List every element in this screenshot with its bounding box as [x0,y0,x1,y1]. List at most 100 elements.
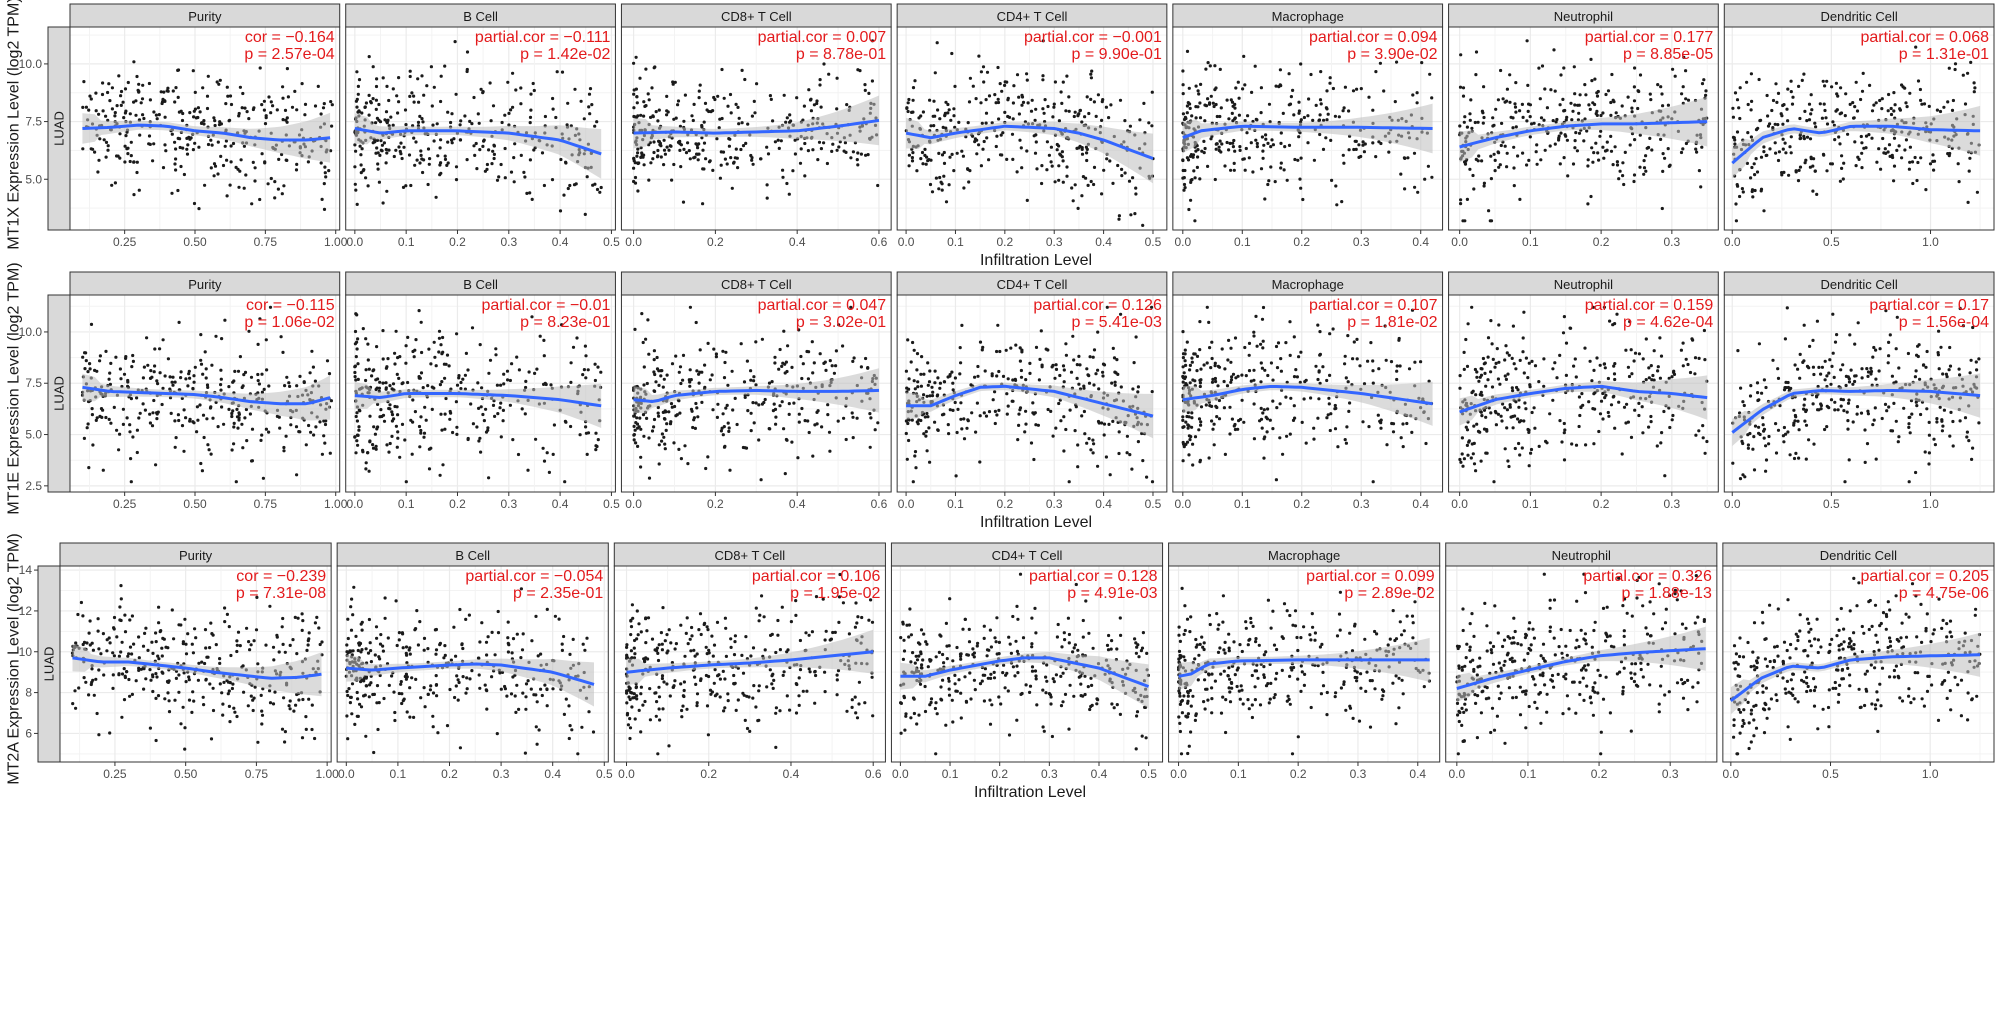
data-point [1250,90,1254,94]
data-point [929,124,933,128]
data-point [1020,95,1025,99]
data-point [1406,156,1410,160]
data-point [578,433,582,437]
data-point [543,381,547,385]
data-point [1668,163,1672,167]
data-point [803,174,807,178]
data-point [1377,367,1381,371]
data-point [227,385,231,389]
data-point [1225,384,1230,388]
data-point [722,376,727,380]
data-point [287,381,291,385]
data-point [779,139,783,143]
data-point [563,480,567,484]
data-point [1187,86,1191,90]
data-point [231,141,236,146]
data-point [650,86,654,90]
data-point [1656,83,1660,87]
data-point [1624,421,1628,425]
data-point [367,113,371,117]
data-point [640,312,644,316]
data-point [1578,413,1582,418]
x-tick-label: 0.3 [1046,235,1063,249]
data-point [286,95,290,99]
data-point [1321,147,1326,151]
data-point [1564,118,1568,122]
data-point [1813,169,1817,173]
data-point [1023,430,1027,434]
data-point [204,376,208,380]
data-point [129,154,133,158]
data-point [1840,154,1844,158]
data-point [393,404,397,409]
data-point [994,144,998,149]
data-point [1430,96,1434,100]
data-point [976,374,980,378]
data-point [414,338,418,342]
data-point [920,150,925,155]
data-point [412,355,416,359]
data-point [528,121,532,125]
data-point [952,169,956,173]
data-point [977,54,981,58]
data-point [1197,92,1201,96]
data-point [681,378,685,382]
data-point [1010,132,1015,136]
data-point [300,82,304,86]
data-point [1613,145,1617,149]
data-point [1182,375,1186,379]
data-point [1210,419,1214,423]
data-point [826,413,830,417]
data-point [487,148,491,152]
data-point [672,117,676,121]
data-point [1191,463,1195,467]
data-point [1328,76,1332,80]
data-point [285,116,289,120]
data-point [910,418,914,422]
data-point [206,385,210,389]
data-point [927,158,931,162]
data-point [711,109,715,113]
data-point [1783,141,1787,145]
data-point [1229,168,1233,172]
data-point [926,361,930,365]
data-point [1766,124,1771,128]
data-point [450,141,454,145]
data-point [1807,118,1812,122]
x-tick-label: 0.3 [1353,497,1370,511]
data-point [1001,374,1006,378]
data-point [1860,166,1864,170]
data-point [1399,172,1403,176]
data-point [253,179,257,183]
data-point [1469,456,1473,460]
data-point [355,340,359,344]
data-point [1883,147,1887,151]
data-point [496,412,500,416]
data-point [1299,156,1303,160]
y-tick-label: 7.5 [25,115,42,129]
data-point [1203,103,1207,107]
data-point [1551,119,1555,123]
data-point [1134,335,1138,339]
data-point [1752,162,1756,166]
data-point [1587,103,1591,107]
data-point [674,354,678,358]
data-point [655,155,660,159]
data-point [177,320,181,324]
data-point [538,334,542,338]
data-point [1740,187,1744,191]
data-point [1230,111,1234,115]
data-point [949,118,953,122]
data-point [1018,406,1023,410]
data-point [923,147,927,151]
data-point [476,112,480,116]
data-point [371,141,375,145]
data-point [806,377,811,381]
data-point [780,400,784,404]
data-point [773,407,778,411]
data-point [1100,118,1104,122]
data-point [1238,148,1242,152]
data-point [1597,429,1601,434]
data-point [984,98,988,102]
